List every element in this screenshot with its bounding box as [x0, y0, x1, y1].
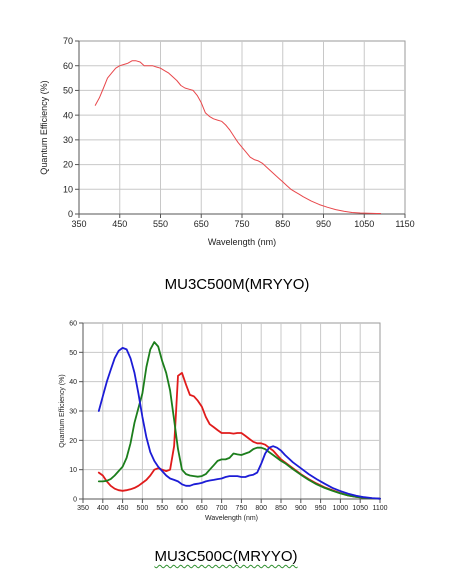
x-tick-label: 1100 — [372, 505, 387, 512]
chart-color-svg: 350 400 450 500 550 600 650 700 750 800 850 900 950 1… — [59, 320, 388, 522]
x-tick-label: 850 — [275, 505, 287, 512]
x-tick-label: 900 — [295, 505, 307, 512]
y-tick-label: 0 — [68, 209, 73, 219]
y-tick-label: 50 — [69, 350, 77, 357]
x-tick-label: 750 — [236, 505, 248, 512]
y-tick-label: 60 — [63, 61, 73, 71]
x-tick-label: 1000 — [333, 505, 349, 512]
x-tick-label: 550 — [153, 219, 168, 229]
chart-color-qe: 350 400 450 500 550 600 650 700 750 800 850 900 950 1… — [0, 312, 452, 532]
y-tick-label: 10 — [63, 184, 73, 194]
y-tick-label: 70 — [63, 36, 73, 46]
x-tick-label: 350 — [71, 219, 86, 229]
y-tick-label: 30 — [69, 408, 77, 415]
y-tick-label: 40 — [63, 110, 73, 120]
series-line-2 — [97, 341, 381, 500]
x-tick-label: 350 — [77, 505, 89, 512]
x-tick-label: 500 — [137, 505, 149, 512]
y-tick-label: 40 — [69, 379, 77, 386]
x-tick-label: 650 — [196, 505, 208, 512]
series-line-3 — [97, 347, 381, 500]
chart-mono-svg: 350 450 550 650 750 850 950 1050 1150 0 10 20 30 40 50… — [39, 36, 415, 247]
x-tick-label: 950 — [315, 505, 327, 512]
y-tick-label: 60 — [69, 320, 77, 327]
series-line-1 — [94, 60, 382, 214]
x-tick-label: 850 — [275, 219, 290, 229]
x-tick-label: 450 — [112, 219, 127, 229]
y-tick-label: 10 — [69, 467, 77, 474]
y-tick-label: 50 — [63, 86, 73, 96]
y-tick-label: 0 — [73, 496, 77, 503]
x-tick-label: 450 — [117, 505, 129, 512]
x-tick-label: 650 — [194, 219, 209, 229]
caption-text: MU3C500C(MRYYO) — [154, 548, 298, 565]
x-tick-label: 1050 — [352, 505, 368, 512]
x-tick-label: 750 — [234, 219, 249, 229]
x-tick-label: 1050 — [354, 219, 374, 229]
y-tick-label: 20 — [63, 160, 73, 170]
x-tick-label: 400 — [97, 505, 109, 512]
chart-mono-qe: 350 450 550 650 750 850 950 1050 1150 0 10 20 30 40 50… — [0, 30, 452, 270]
x-tick-label: 700 — [216, 505, 228, 512]
y-tick-label: 20 — [69, 438, 77, 445]
chart-mono-caption: MU3C500M(MRYYO) — [164, 276, 310, 293]
x-tick-label: 800 — [255, 505, 267, 512]
x-tick-label: 950 — [316, 219, 331, 229]
chart-color-caption: MU3C500C(MRYYO) — [0, 548, 452, 565]
y-axis-title: Quantum Efficiency (%) — [39, 80, 49, 174]
y-tick-label: 30 — [63, 135, 73, 145]
x-axis-title: Wavelength (nm) — [205, 515, 258, 522]
y-axis-title: Quantum Efficiency (%) — [59, 374, 66, 447]
x-tick-label: 550 — [156, 505, 168, 512]
x-tick-label: 1150 — [395, 219, 414, 229]
x-axis-title: Wavelength (nm) — [208, 237, 276, 247]
x-tick-label: 600 — [176, 505, 188, 512]
